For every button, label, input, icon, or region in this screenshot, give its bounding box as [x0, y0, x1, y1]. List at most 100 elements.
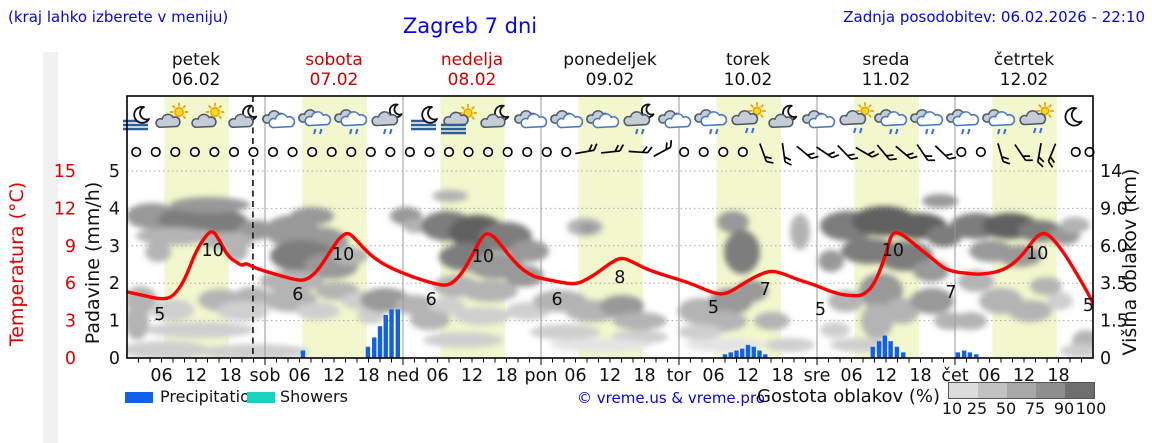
wind-calm-icon [541, 146, 552, 158]
sun-ray [207, 104, 212, 109]
cloud-blob [530, 324, 600, 340]
precip-bar [901, 352, 906, 358]
weather-icon-moon-cloud [228, 104, 258, 129]
copyright-link[interactable]: © vreme.us & vreme.pro [577, 389, 765, 407]
precipitation-label: Precipitation [160, 387, 261, 406]
wind-barb-icon [876, 144, 897, 161]
density-segment [1007, 383, 1036, 398]
rain-icon [960, 128, 965, 135]
hour-label: 12 [461, 366, 483, 386]
density-segment [978, 383, 1007, 398]
day-name: sreda [862, 50, 910, 70]
cloud-blob [504, 265, 544, 287]
cloud-blob [613, 312, 667, 330]
temperature-value-label: 6 [426, 290, 437, 310]
temperature-value-label: 10 [332, 245, 354, 265]
precip-bar [876, 341, 882, 358]
wind-calm-icon [267, 146, 279, 158]
cloud-blob [600, 295, 644, 317]
wind-barb-icon [815, 146, 840, 159]
wind-barb-icon [781, 142, 792, 166]
day-date: 08.02 [447, 70, 497, 90]
cloud-icon [556, 113, 584, 129]
precip-bar [728, 352, 733, 358]
day-header-petek: petek 06.02 [127, 50, 265, 90]
hour-label: 18 [219, 366, 241, 386]
cloud-blob [357, 308, 385, 324]
weather-icon-cloud [658, 110, 692, 129]
precip-bar [389, 309, 394, 358]
weather-icon-sun-cloud-rain [731, 102, 766, 134]
cloud-icon [988, 111, 1016, 127]
day-date: 11.02 [861, 70, 911, 90]
cloud-blob [1030, 277, 1062, 295]
weather-icon-moon [1064, 107, 1083, 127]
wind-calm-icon [737, 146, 748, 158]
cloud-blob [910, 288, 954, 314]
sun-ray [868, 104, 872, 108]
day-date: 06.02 [171, 70, 221, 90]
precip-bar [888, 341, 893, 358]
cloud-blob [685, 338, 765, 352]
wind-barb-icon [1036, 142, 1045, 168]
day-abbrev-label: ned [387, 366, 420, 386]
rain-icon [996, 128, 1001, 135]
hour-label: 06 [288, 366, 310, 386]
temp-axis-title: Temperatura (°C) [6, 182, 28, 347]
cloud-blob [145, 322, 255, 338]
density-tick-label: 100 [1075, 399, 1107, 418]
cloud-blob [196, 210, 248, 234]
temperature-value-label: 7 [945, 283, 956, 303]
day-date: 12.02 [999, 70, 1049, 90]
day-name: ponedeljek [563, 50, 657, 70]
rain-icon [1002, 128, 1007, 135]
rain-icon [858, 127, 863, 134]
day-header-sobota: sobota 07.02 [265, 50, 403, 90]
wind-calm-icon [483, 146, 494, 158]
rain-icon [888, 128, 893, 135]
wind-calm-icon [718, 146, 729, 158]
wind-barb-icon [837, 144, 859, 161]
temperature-value-label: 6 [292, 285, 303, 305]
rain-icon [744, 127, 749, 134]
cloud-blob [136, 227, 208, 245]
density-tick-label: 10 [941, 399, 963, 418]
hour-label: 06 [564, 366, 586, 386]
precip-tick-label: 0 [109, 349, 120, 369]
cloud-blob [678, 324, 722, 340]
cloud-blob [432, 190, 468, 202]
wind-calm-icon [1070, 146, 1081, 158]
cloud-tick-label: 14 [1100, 162, 1122, 182]
wind-calm-icon [150, 146, 161, 158]
cloud-blob [913, 260, 949, 282]
wind-calm-icon [956, 146, 967, 158]
cloud-blob [550, 338, 650, 352]
cloud-blob [200, 344, 310, 358]
sun-ray [471, 116, 476, 121]
cloud-axis-title: Višina oblakov (km) [1119, 169, 1141, 356]
weather-icon-cloud [514, 110, 548, 129]
sun-ray [858, 104, 862, 108]
weather-icon-sun-cloud [155, 102, 189, 129]
weather-icon-cloud [550, 110, 584, 129]
weather-icon-sun-cloud-rain [1019, 102, 1054, 134]
cloud-tick-label: 1.5 [1100, 312, 1128, 332]
weather-icon-cloud-rain [910, 109, 944, 135]
cloud-blob [790, 214, 810, 250]
cloud-blob [717, 211, 749, 233]
cloud-icon [371, 111, 399, 127]
weather-icon-moon-rain [623, 103, 655, 135]
showers-swatch [247, 392, 275, 403]
cloud-density-ticks: 10 25 50 75 90 100 [942, 399, 1106, 418]
weather-icon-cloud-rain [298, 109, 332, 135]
rain-icon [312, 128, 317, 135]
day-header-torek: torek 10.02 [679, 50, 817, 90]
cloud-blob [454, 307, 510, 325]
wind-calm-icon [463, 146, 474, 158]
wind-calm-icon [385, 146, 396, 158]
rain-icon [318, 128, 323, 135]
temperature-value-label: 8 [614, 268, 625, 288]
temp-tick-label: 3 [65, 312, 76, 332]
hour-label: 18 [495, 366, 517, 386]
